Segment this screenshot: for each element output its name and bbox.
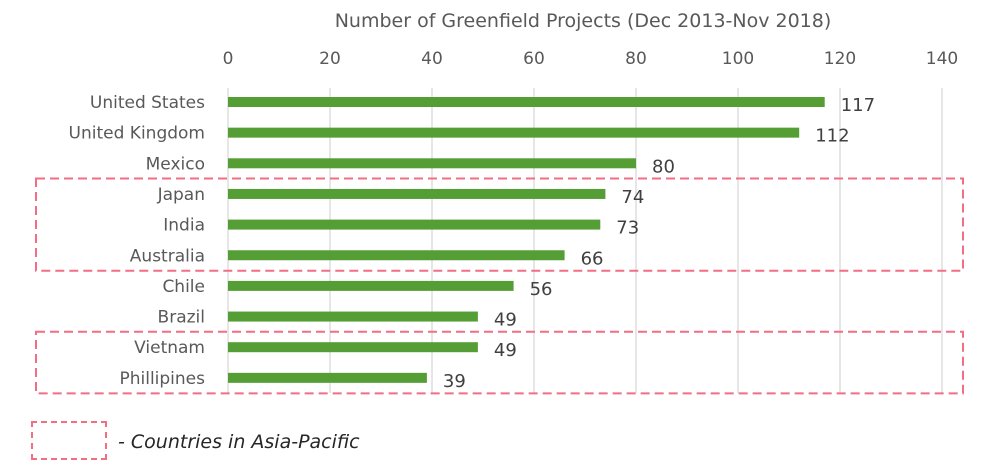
bar — [228, 219, 601, 230]
category-label: Japan — [157, 185, 205, 205]
bar — [228, 97, 825, 107]
bar — [228, 188, 606, 199]
x-tick-label: 80 — [625, 49, 647, 69]
data-label: 73 — [616, 218, 639, 239]
bar — [228, 280, 514, 291]
category-label: Australia — [130, 246, 205, 266]
legend-label: - Countries in Asia-Pacific — [118, 431, 360, 453]
category-label: Brazil — [158, 308, 205, 328]
bar — [228, 342, 478, 353]
highlight-box — [35, 330, 964, 395]
data-label: 39 — [443, 371, 466, 392]
x-tick-label: 140 — [926, 49, 958, 69]
x-tick-label: 20 — [319, 49, 341, 69]
category-label: Vietnam — [134, 338, 205, 358]
category-label: India — [163, 216, 205, 236]
data-label: 56 — [530, 279, 553, 300]
category-label: United Kingdom — [69, 124, 205, 144]
x-tick-label: 0 — [223, 49, 234, 69]
bar — [228, 127, 800, 138]
x-tick-label: 100 — [722, 49, 754, 69]
x-tick-label: 60 — [523, 49, 545, 69]
chart-title: Number of Greenfield Projects (Dec 2013-… — [335, 10, 832, 32]
category-label: Chile — [162, 277, 205, 297]
bar — [228, 311, 478, 322]
category-label: United States — [90, 93, 205, 113]
x-tick-label: 120 — [824, 49, 856, 69]
data-label: 117 — [841, 95, 875, 116]
bar — [228, 158, 636, 169]
highlight-box — [35, 177, 964, 272]
legend-swatch — [31, 421, 107, 460]
x-tick-label: 40 — [421, 49, 443, 69]
data-label: 66 — [581, 248, 604, 269]
data-label: 74 — [621, 187, 644, 208]
data-label: 80 — [652, 156, 675, 177]
bar — [228, 250, 565, 261]
bar — [228, 372, 427, 383]
category-label: Phillipines — [119, 369, 205, 389]
data-label: 112 — [815, 126, 849, 147]
data-label: 49 — [494, 310, 517, 331]
data-label: 49 — [494, 340, 517, 361]
category-label: Mexico — [146, 154, 205, 174]
